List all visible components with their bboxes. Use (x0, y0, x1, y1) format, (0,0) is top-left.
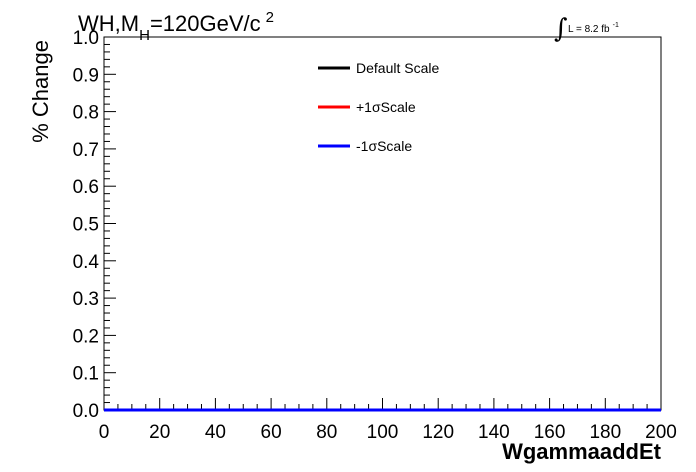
x-tick-label: 200 (645, 422, 677, 443)
y-tick-label: 1.0 (73, 28, 99, 49)
x-tick-label: 80 (316, 422, 337, 443)
y-tick-label: 0.9 (73, 65, 99, 86)
chart-title-sub: H (139, 27, 150, 44)
legend-label: Default Scale (356, 60, 439, 76)
x-tick-label: 160 (534, 422, 566, 443)
lumi-label: ∫ L = 8.2 fb -1 (554, 14, 619, 44)
lumi-value: L = 8.2 fb (568, 24, 610, 35)
chart-title-sup: 2 (266, 9, 274, 26)
y-tick-label: 0.0 (73, 401, 99, 422)
x-tick-label: 140 (478, 422, 510, 443)
y-tick-label: 0.7 (73, 140, 99, 161)
x-tick-label: 100 (367, 422, 399, 443)
y-tick-label: 0.6 (73, 177, 99, 198)
chart-title-main: WH,M (78, 11, 139, 36)
x-tick-label: 180 (589, 422, 621, 443)
chart-title-rest: =120GeV/c (150, 11, 261, 36)
lumi-integral-symbol: ∫ (554, 14, 568, 44)
lumi-text: L = 8.2 fb -1 (568, 22, 619, 35)
y-tick-label: 0.3 (73, 289, 99, 310)
legend-label: -1σScale (356, 138, 412, 154)
y-tick-label: 0.2 (73, 326, 99, 347)
x-axis: 0 20 40 60 80 100 120 140 160 180 200 (99, 398, 677, 443)
y-axis: 0.0 0.1 0.2 0.3 0.4 0.5 0.6 0.7 0.8 0.9 1.0 (73, 28, 116, 422)
plot-frame (103, 36, 662, 411)
legend-label: +1σScale (356, 99, 416, 115)
x-tick-label: 40 (205, 422, 226, 443)
x-tick-label: 120 (422, 422, 454, 443)
x-tick-label: 60 (261, 422, 282, 443)
y-tick-label: 0.8 (73, 103, 99, 124)
x-tick-label: 0 (99, 422, 110, 443)
lumi-unit-sup: -1 (613, 22, 619, 29)
chart-title: WH,MH=120GeV/c 2 (78, 9, 274, 44)
y-tick-label: 0.1 (73, 364, 99, 385)
x-tick-label: 20 (149, 422, 170, 443)
x-axis-title: WgammaaddEt (502, 439, 662, 464)
y-axis-title: % Change (28, 40, 53, 143)
y-tick-label: 0.5 (73, 215, 99, 236)
legend: Default Scale +1σScale -1σScale (318, 60, 439, 154)
y-tick-label: 0.4 (73, 252, 100, 273)
